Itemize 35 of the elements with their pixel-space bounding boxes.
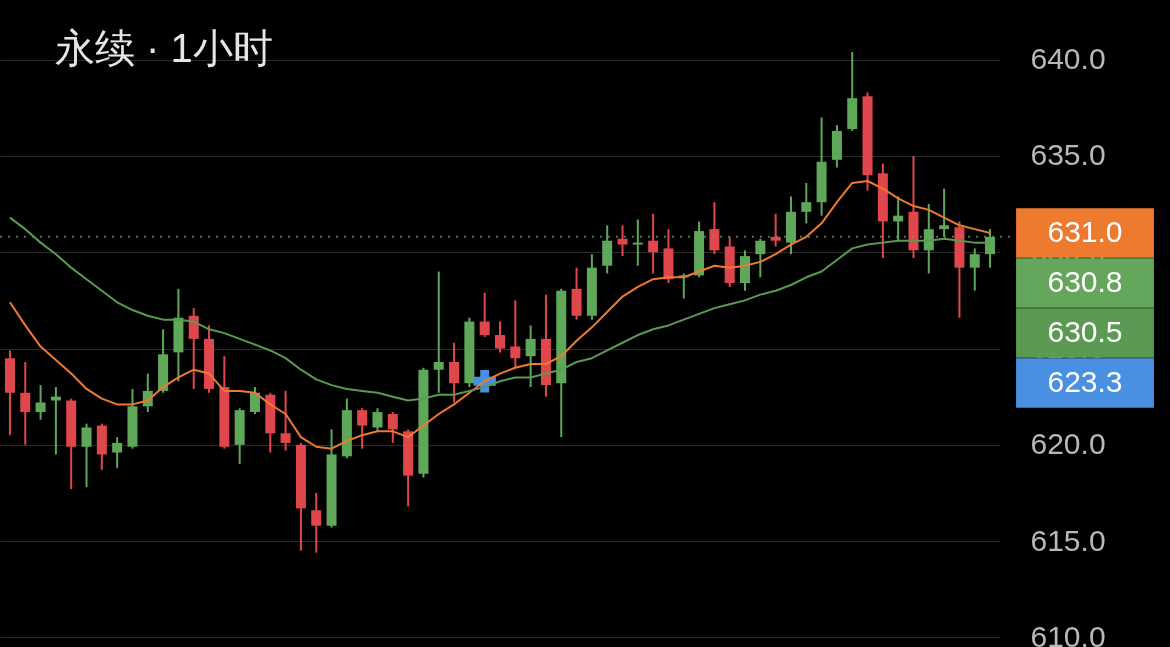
candlestick — [617, 224, 628, 258]
candlestick — [372, 407, 383, 433]
candlestick — [449, 341, 460, 404]
candlestick — [969, 247, 980, 292]
candlestick — [35, 384, 46, 421]
candlestick — [357, 407, 368, 450]
candlestick — [495, 320, 505, 354]
ref-line-label: 630.8 — [1047, 265, 1123, 298]
text: 623.3 — [1047, 365, 1123, 398]
candlestick — [20, 361, 31, 446]
candlestick — [112, 436, 123, 469]
candlestick — [249, 386, 260, 415]
candlestick — [433, 270, 444, 394]
candlestick — [525, 324, 536, 389]
candlestick — [188, 307, 199, 390]
text: 631.0 — [1047, 215, 1123, 248]
y-tick-label: 635.0 — [1030, 138, 1106, 172]
candlestick — [801, 181, 812, 225]
y-tick-label: 615.0 — [1030, 523, 1106, 557]
y-tick-label: 620.0 — [1030, 427, 1106, 461]
candlestick — [50, 386, 61, 456]
candlestick — [770, 212, 781, 248]
candlestick — [387, 411, 398, 444]
y-tick-label: 640.0 — [1030, 42, 1106, 76]
candlestick — [81, 422, 92, 489]
text: 630.5 — [1047, 315, 1123, 348]
candlestick — [709, 201, 720, 256]
text: 永续 · 1小时 — [55, 26, 273, 70]
candlestick — [510, 299, 521, 369]
line-series — [8, 180, 992, 450]
candlestick — [280, 389, 291, 452]
y-tick-label: 610.0 — [1030, 619, 1106, 647]
candlestick — [311, 491, 322, 554]
candlestick — [648, 212, 659, 275]
candlestick — [479, 291, 490, 338]
